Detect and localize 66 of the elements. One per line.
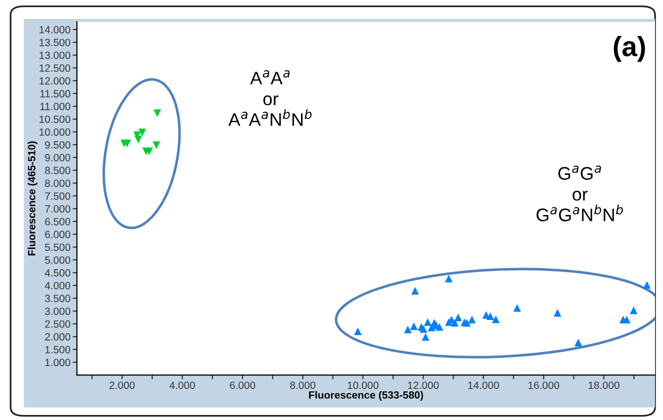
y-tick-label: 3.000 <box>44 308 70 315</box>
point <box>574 338 582 346</box>
point <box>513 304 521 312</box>
y-tick-label: 10.500 <box>40 116 70 123</box>
x-tick-label: 6.000 <box>230 382 256 389</box>
x-tick-label: 2.000 <box>110 382 135 389</box>
text: A$^{a}$A$^{a}$ or A$^{a}$A$^{a}$N$^{b}$N$^{b}$ <box>228 70 312 126</box>
y-tick-label: 9.000 <box>45 154 70 162</box>
y-tick-label: 6.500 <box>45 218 70 226</box>
y-tick-label: 12.500 <box>40 64 70 72</box>
y-tick-label: 2.000 <box>45 333 70 341</box>
x-tick-label: 10.000 <box>348 382 378 389</box>
y-tick-label: 5.500 <box>45 244 70 251</box>
y-tick-label: 10.000 <box>40 128 70 136</box>
point <box>630 306 638 314</box>
y-tick-label: 8.000 <box>45 180 70 187</box>
point <box>436 323 444 331</box>
y-tick-label: 2.500 <box>45 320 70 328</box>
point <box>451 319 459 327</box>
point <box>444 274 453 282</box>
annotation: (a) <box>614 36 645 62</box>
point <box>120 140 128 148</box>
y-tick-label: 14.000 <box>40 26 70 34</box>
y-tick-label: 11.000 <box>40 102 70 110</box>
point <box>354 327 362 336</box>
y-tick-label: 11.500 <box>40 90 70 98</box>
point <box>486 312 494 320</box>
x-tick-label: 18.000 <box>588 382 620 389</box>
y-tick-label: 3.500 <box>44 294 70 302</box>
y-tick-label: 7.000 <box>45 205 70 213</box>
point <box>468 316 476 324</box>
x-tick-label: 4.000 <box>170 382 195 389</box>
point <box>404 326 412 334</box>
point <box>492 315 500 324</box>
point <box>643 281 651 289</box>
y-axis-title: Fluorescence (465-510) <box>28 141 38 256</box>
y-tick-label: 1.000 <box>45 358 70 366</box>
point <box>138 128 146 136</box>
point <box>422 333 430 341</box>
x-tick-label: 12.000 <box>408 382 439 389</box>
y-tick-label: 13.500 <box>40 38 70 46</box>
y-tick-label: 6.000 <box>45 230 70 238</box>
point <box>154 109 162 118</box>
point <box>410 322 418 330</box>
x-tick-label: 8.000 <box>290 382 316 389</box>
point <box>411 287 419 295</box>
y-tick-label: 5.000 <box>45 256 70 264</box>
point <box>454 314 462 322</box>
y-tick-label: 12.000 <box>40 77 70 85</box>
point <box>134 136 142 144</box>
y-tick-label: 9.500 <box>45 141 70 149</box>
y-tick-label: 7.500 <box>45 192 70 200</box>
y-tick-label: 8.500 <box>45 166 70 174</box>
point <box>463 319 471 327</box>
text: G$^{a}$G$^{a}$ or G$^{a}$G$^{a}$N$^{b}$N$^{b}$ <box>536 166 623 222</box>
y-tick-label: 4.000 <box>44 282 70 290</box>
y-tick-label: 1.500 <box>45 346 70 354</box>
x-axis-title: Fluorescence (533-580) <box>309 391 424 401</box>
y-tick-label: 13.000 <box>40 52 70 59</box>
point <box>152 141 160 150</box>
point <box>622 316 631 324</box>
point <box>554 309 562 317</box>
x-tick-label: 16.000 <box>528 382 560 389</box>
x-tick-label: 14.000 <box>468 382 499 389</box>
point <box>424 318 432 326</box>
y-tick-label: 4.500 <box>44 269 70 277</box>
